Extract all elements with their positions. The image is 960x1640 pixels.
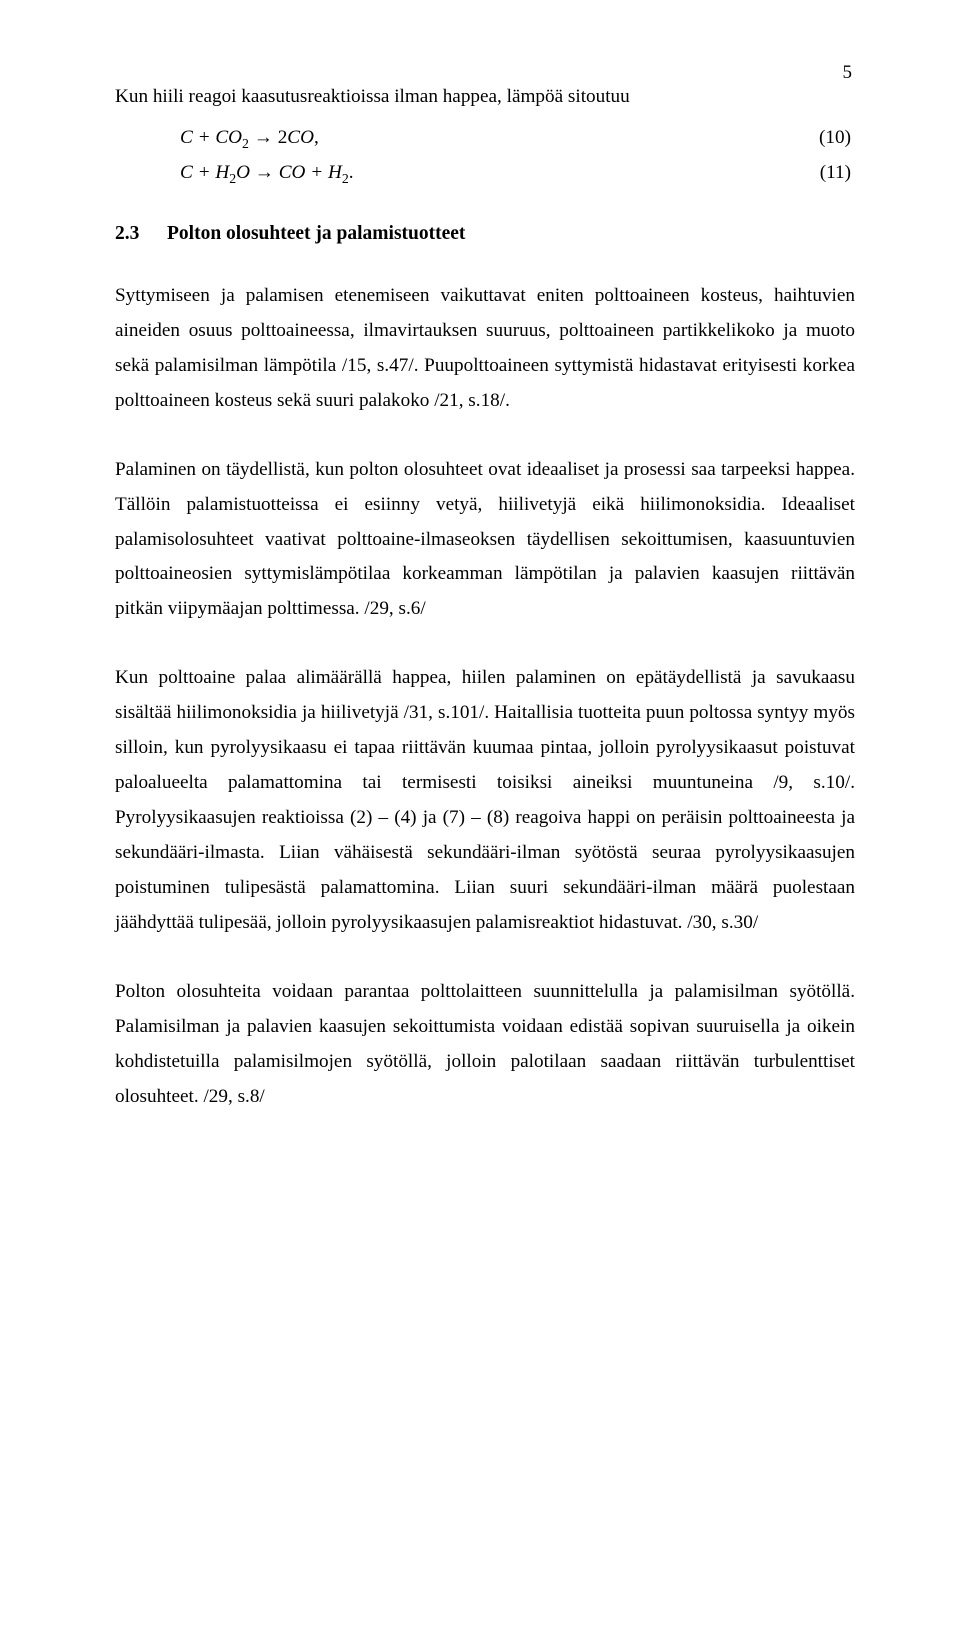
section-number: 2.3	[115, 223, 167, 245]
equation-10: C + CO2 → 2CO, (10)	[115, 121, 855, 156]
equation-11-number: (11)	[820, 156, 855, 191]
equation-11-body: C + H2O → CO + H2.	[180, 156, 820, 191]
paragraph-3: Kun polttoaine palaa alimäärällä happea,…	[115, 661, 855, 941]
equation-10-number: (10)	[819, 121, 855, 156]
intro-line: Kun hiili reagoi kaasutusreaktioissa ilm…	[115, 80, 855, 115]
section-heading: 2.3Polton olosuhteet ja palamistuotteet	[115, 223, 855, 245]
equation-11: C + H2O → CO + H2. (11)	[115, 156, 855, 191]
equation-block: C + CO2 → 2CO, (10) C + H2O → CO + H2. (…	[115, 121, 855, 191]
page-body: Kun hiili reagoi kaasutusreaktioissa ilm…	[0, 0, 960, 1229]
page-number: 5	[843, 62, 853, 84]
equation-10-body: C + CO2 → 2CO,	[180, 121, 819, 156]
paragraph-2: Palaminen on täydellistä, kun polton olo…	[115, 453, 855, 628]
paragraph-4: Polton olosuhteita voidaan parantaa polt…	[115, 975, 855, 1115]
paragraph-1: Syttymiseen ja palamisen etenemiseen vai…	[115, 279, 855, 419]
section-title: Polton olosuhteet ja palamistuotteet	[167, 223, 465, 244]
